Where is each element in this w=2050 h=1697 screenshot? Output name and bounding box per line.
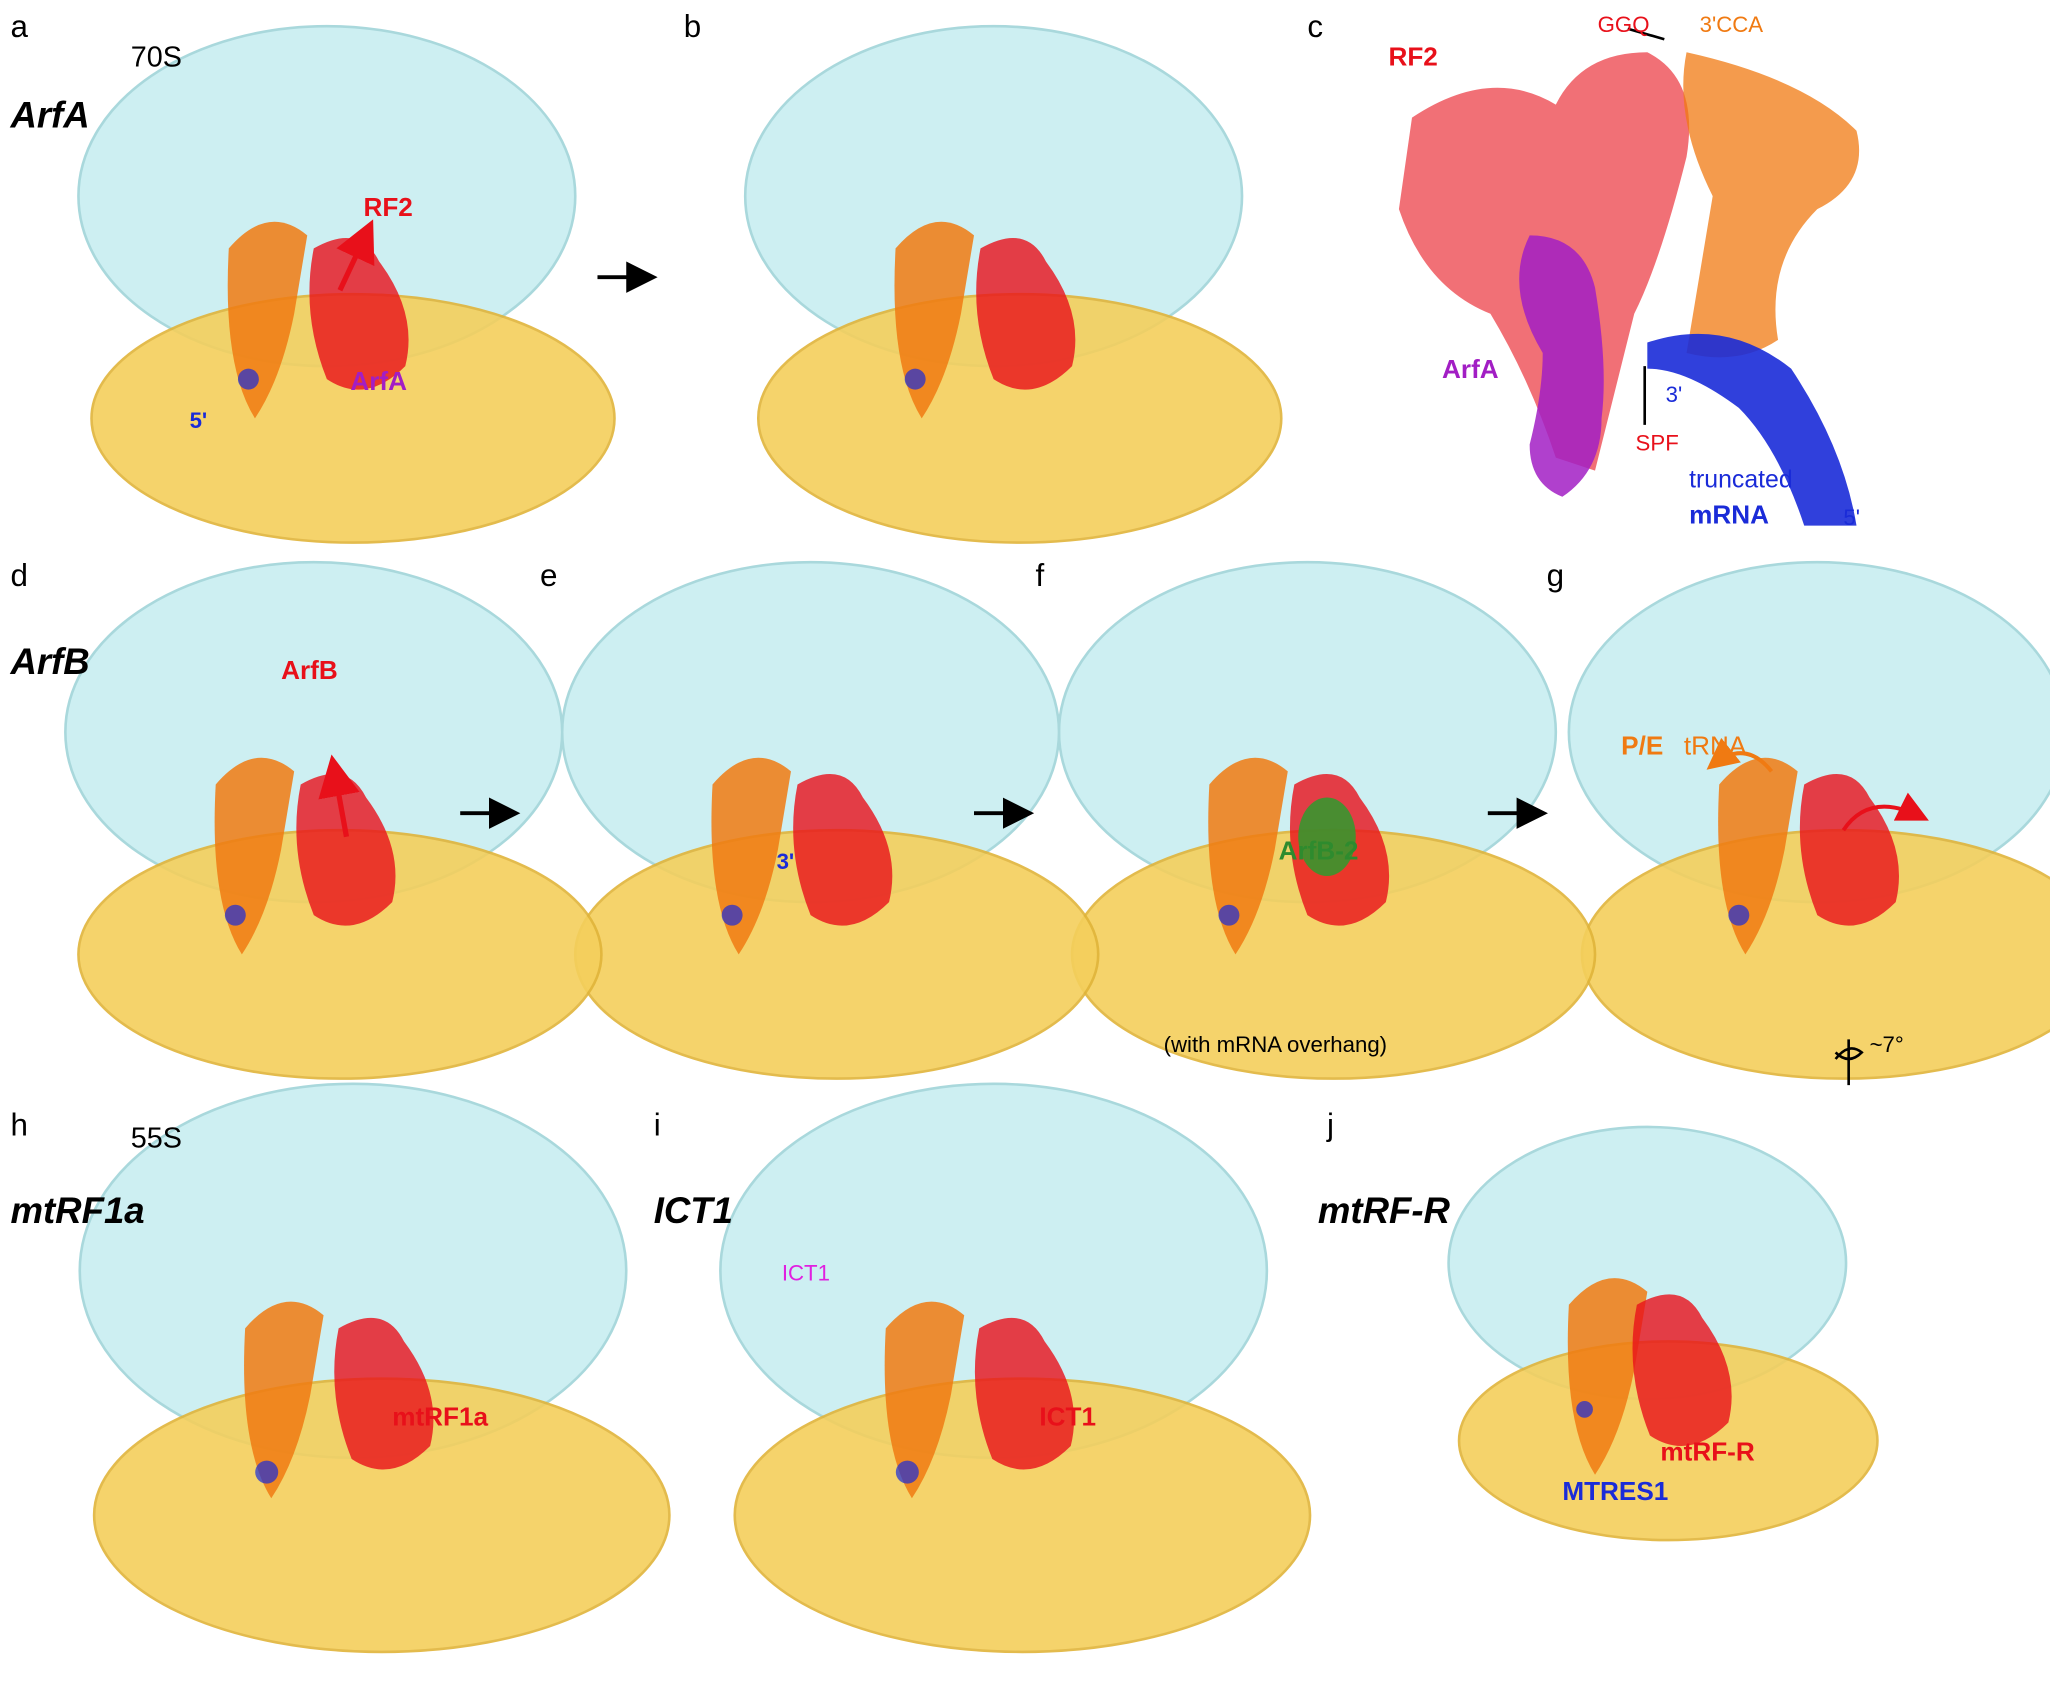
panel-letter: i: [654, 1107, 661, 1142]
label: RF2: [363, 192, 412, 222]
label: MTRES1: [1562, 1476, 1668, 1506]
structure-c: [1398, 27, 1860, 526]
ribosome: [78, 1082, 671, 1654]
trna-c: [1683, 52, 1860, 358]
arrow: [1706, 737, 1774, 773]
label: mtRF1a: [392, 1401, 488, 1431]
label: mtRF-R: [1660, 1437, 1754, 1467]
label: P/E: [1621, 731, 1663, 761]
arrow: [1841, 792, 1929, 832]
panel-letter: d: [10, 558, 27, 593]
label: ICT1: [1039, 1401, 1096, 1431]
panel-letter: b: [684, 9, 701, 44]
ribosome: [1567, 560, 2050, 1080]
label: ArfB-2: [1279, 835, 1359, 865]
label: mtRF1a: [10, 1190, 144, 1231]
ribosome: [1447, 1125, 1879, 1542]
label: ~7°: [1870, 1032, 1904, 1057]
label: ArfB: [9, 641, 89, 682]
factor: [296, 773, 396, 926]
panel-letter: a: [10, 9, 28, 44]
label: 55S: [131, 1123, 182, 1155]
label: mRNA: [1689, 499, 1769, 529]
mrna: [255, 1460, 279, 1484]
mrna: [1218, 904, 1240, 926]
label: (with mRNA overhang): [1164, 1032, 1388, 1057]
ribosome: [719, 1082, 1312, 1654]
label: ArfA: [350, 366, 407, 396]
label: GGQ: [1598, 12, 1650, 37]
factor: [309, 237, 409, 390]
label: 5': [190, 408, 208, 433]
label: 3'CCA: [1700, 12, 1764, 37]
ribosome: [1057, 560, 1597, 1080]
label: mtRF-R: [1318, 1190, 1451, 1231]
mrna: [904, 368, 926, 390]
factor: [1632, 1294, 1732, 1446]
ribosome: [560, 560, 1100, 1080]
mrna: [895, 1460, 919, 1484]
label: ArfB: [281, 655, 338, 685]
panel-letter: g: [1547, 558, 1564, 593]
arrow: [336, 219, 375, 292]
mrna: [224, 904, 246, 926]
label: 3': [777, 849, 795, 874]
mrna: [1576, 1401, 1593, 1418]
trna: [244, 1301, 324, 1499]
arfa: [1519, 235, 1604, 497]
panel-letter: h: [10, 1107, 27, 1142]
factor: [976, 237, 1076, 390]
arrow: [318, 754, 360, 838]
trna: [1567, 1278, 1648, 1475]
label: ArfA: [1442, 354, 1499, 384]
label: SPF: [1636, 430, 1679, 455]
label: 3': [1666, 382, 1683, 407]
label: truncated: [1689, 467, 1793, 494]
trna: [884, 1301, 965, 1499]
ribosome: [743, 24, 1283, 544]
arrows: [460, 261, 1548, 829]
label: ICT1: [654, 1190, 733, 1231]
factor: [974, 1317, 1075, 1470]
label: ArfA: [9, 94, 89, 135]
mrna: [1728, 904, 1750, 926]
panel-letter: c: [1307, 9, 1323, 44]
label: tRNA: [1684, 731, 1747, 761]
mrna: [721, 904, 743, 926]
factor: [793, 773, 893, 926]
extra-factor: [1298, 797, 1356, 876]
ribosome: [64, 560, 603, 1080]
label: ICT1: [782, 1261, 830, 1286]
factor: [1799, 773, 1899, 926]
panel-letter: f: [1035, 558, 1044, 593]
label: RF2: [1388, 42, 1437, 72]
panel-letter: e: [540, 558, 557, 593]
factor: [334, 1317, 434, 1470]
mrna-c: [1647, 333, 1857, 526]
label: 5': [1843, 505, 1860, 530]
ribosome: [77, 24, 616, 544]
label: 70S: [131, 41, 182, 73]
rotation: [1834, 1039, 1864, 1086]
pointer: [1627, 27, 1665, 425]
panel-letter: j: [1326, 1107, 1334, 1142]
mrna: [237, 368, 259, 390]
